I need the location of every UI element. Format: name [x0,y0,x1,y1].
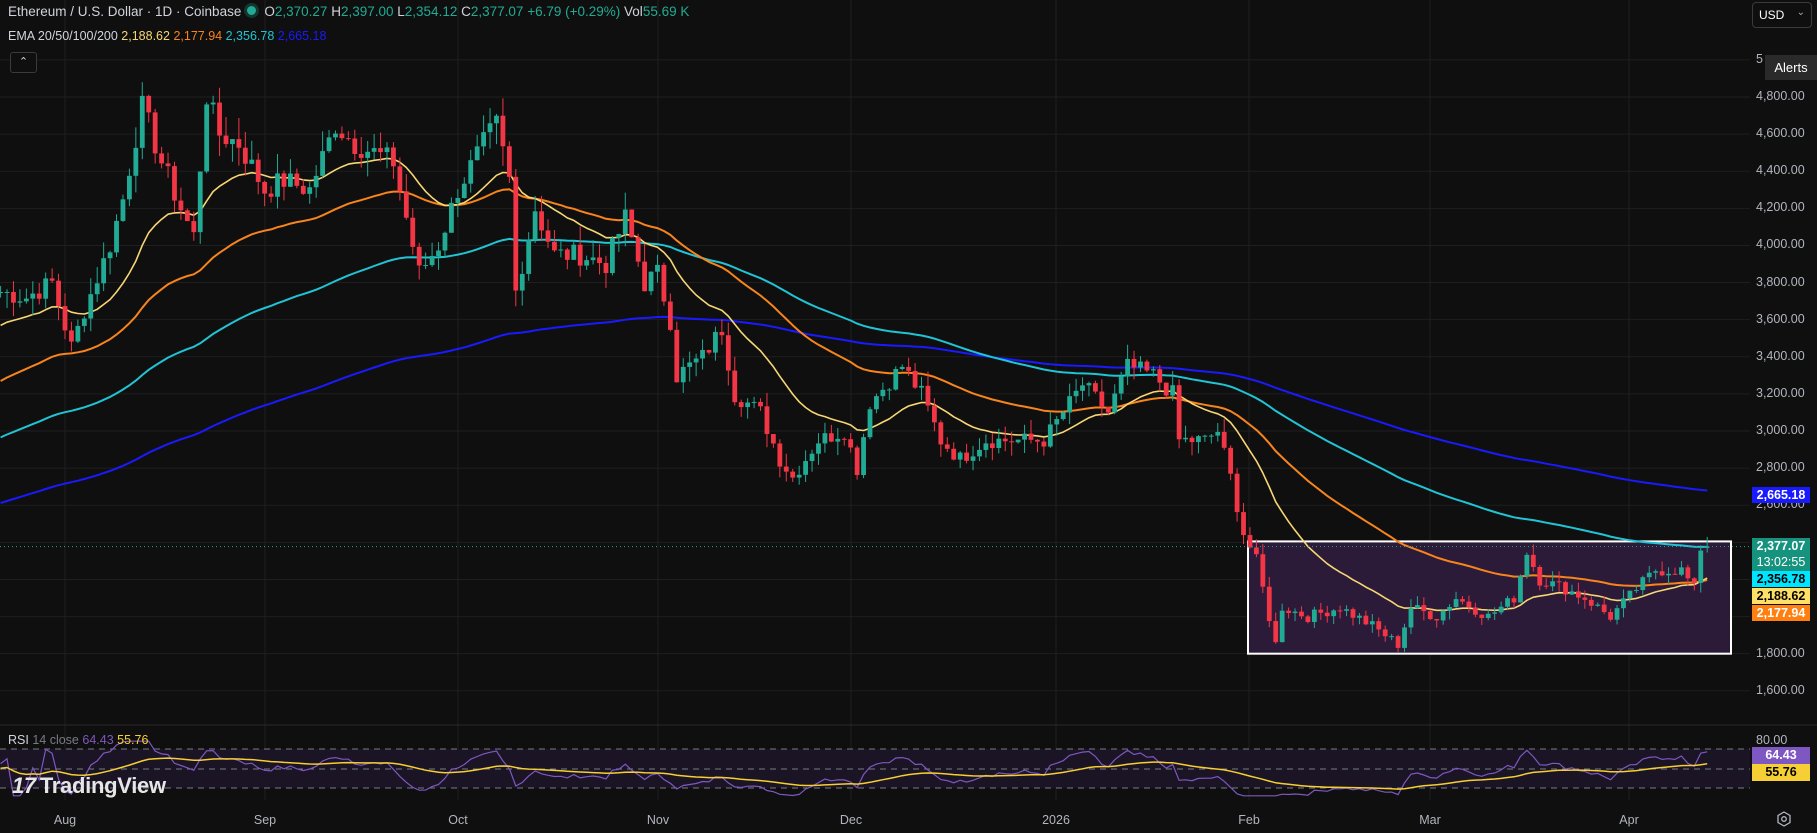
change-value: +6.79 (+0.29%) [527,4,621,19]
currency-select[interactable]: USD ⌄ [1752,2,1812,28]
close-value: 2,377.07 [470,4,524,19]
ema-label: EMA 20/50/100/200 [8,29,118,43]
price-tick: 4,000.00 [1756,237,1805,252]
market-open-dot-icon [247,6,257,15]
tradingview-logo[interactable]: 17 TradingView [12,773,166,798]
time-tick: Sep [253,813,277,827]
ema100-value: 2,356.78 [225,29,275,43]
ema20-value: 2,188.62 [121,29,170,43]
symbol-legend: Ethereum / U.S. Dollar · 1D · Coinbase O2… [8,4,690,19]
ema200-value: 2,665.18 [277,29,327,43]
rsi-tag: 64.43 [1752,747,1810,764]
symbol-title[interactable]: Ethereum / U.S. Dollar · 1D · Coinbase [8,4,242,19]
time-tick: Dec [839,813,863,827]
price-tick: 4,200.00 [1756,200,1805,215]
volume-value: 55.69 K [642,4,690,19]
rsi-ma-value: 55.76 [117,733,149,747]
price-tick: 3,800.00 [1756,274,1805,289]
ema50-value: 2,177.94 [173,29,223,43]
rsi-value: 64.43 [82,733,114,747]
rsi-tag: 55.76 [1752,764,1810,781]
time-tick: 2026 [1042,813,1070,827]
price-tick: 3,600.00 [1756,311,1805,326]
price-tag: 2,356.78 [1752,571,1810,587]
settings-gear-icon[interactable] [1776,811,1792,827]
high-value: 2,397.00 [340,4,394,19]
price-tick: 1,800.00 [1756,645,1805,660]
tradingview-logo-icon: 17 [12,773,36,798]
price-tick: 1,600.00 [1756,682,1805,697]
price-tick: 4,800.00 [1756,89,1805,103]
alerts-button[interactable]: Alerts [1765,55,1817,80]
low-value: 2,354.12 [404,4,458,19]
price-tick: 3,200.00 [1756,385,1805,400]
rsi-axis-80: 80.00 [1756,733,1788,747]
price-tag: 2,177.94 [1752,605,1810,621]
time-tick: Mar [1419,813,1441,827]
price-tick: 2,800.00 [1756,460,1805,475]
price-tag: 2,377.07 13:02:55 [1752,538,1810,571]
chevron-down-icon: ⌄ [1796,7,1805,18]
time-tick: Oct [448,813,468,827]
price-tick: 3,400.00 [1756,348,1805,363]
ema-legend[interactable]: EMA 20/50/100/200 2,188.62 2,177.94 2,35… [8,29,326,43]
price-tag: 2,665.18 [1752,487,1810,503]
price-tick: 5 [1756,51,1763,66]
time-tick: Feb [1238,813,1260,827]
chevron-up-icon: ⌃ [18,56,29,68]
open-value: 2,370.27 [274,4,328,19]
price-tag: 2,188.62 [1752,588,1810,604]
rsi-legend[interactable]: RSI 14 close 64.43 55.76 [8,733,149,747]
price-tick: 3,000.00 [1756,423,1805,437]
price-tick: 4,600.00 [1756,126,1805,141]
time-tick: Nov [646,813,670,827]
collapse-legend-button[interactable]: ⌃ [10,52,37,73]
time-tick: Apr [1619,813,1639,827]
price-tick: 4,400.00 [1756,163,1805,178]
time-tick: Aug [53,813,77,827]
